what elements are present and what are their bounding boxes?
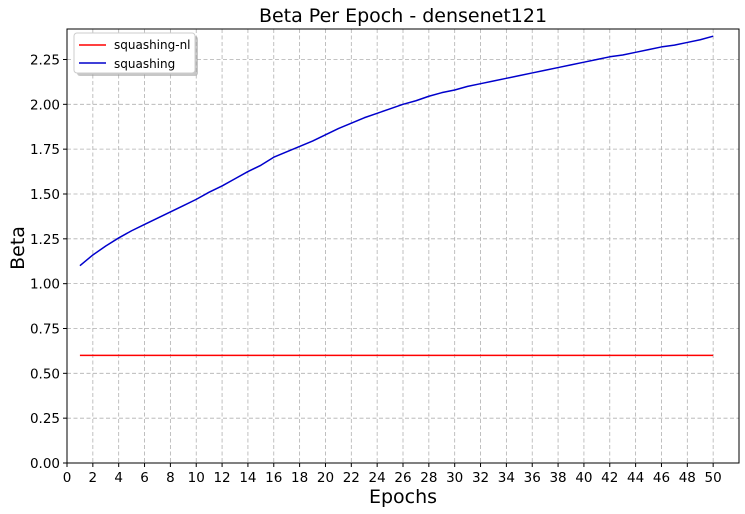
x-tick-label: 26 <box>394 470 411 486</box>
x-tick-label: 12 <box>213 470 230 486</box>
x-tick-label: 36 <box>524 470 541 486</box>
y-axis-ticks: 0.00 0.25 0.50 0.75 1.00 1.25 1.50 1.75 2.00 2.25 <box>30 52 67 472</box>
x-tick-label: 40 <box>575 470 592 486</box>
x-tick-label: 50 <box>705 470 722 486</box>
grid <box>66 29 739 464</box>
x-tick-label: 16 <box>265 470 282 486</box>
x-tick-label: 14 <box>239 470 256 486</box>
y-tick-label: 1.75 <box>30 142 60 158</box>
x-tick-label: 10 <box>188 470 205 486</box>
x-tick-label: 38 <box>549 470 566 486</box>
x-tick-label: 18 <box>291 470 308 486</box>
x-tick-label: 32 <box>472 470 489 486</box>
legend-label-squashing-nl: squashing-nl <box>114 38 191 52</box>
x-tick-label: 42 <box>601 470 618 486</box>
x-tick-label: 6 <box>140 470 149 486</box>
x-tick-label: 46 <box>653 470 670 486</box>
x-tick-label: 20 <box>317 470 334 486</box>
x-tick-label: 30 <box>446 470 463 486</box>
x-tick-label: 22 <box>343 470 360 486</box>
x-tick-label: 34 <box>498 470 515 486</box>
y-tick-label: 1.50 <box>30 187 60 203</box>
chart-title: Beta Per Epoch - densenet121 <box>259 5 547 27</box>
x-tick-label: 0 <box>63 470 72 486</box>
legend-label-squashing: squashing <box>114 57 175 71</box>
x-tick-label: 24 <box>369 470 386 486</box>
y-tick-label: 2.25 <box>30 52 60 68</box>
x-tick-label: 2 <box>89 470 98 486</box>
series-line-squashing <box>79 35 714 267</box>
x-tick-label: 4 <box>114 470 123 486</box>
y-axis-label: Beta <box>7 226 29 270</box>
x-tick-label: 48 <box>679 470 696 486</box>
y-tick-label: 1.00 <box>30 277 60 293</box>
y-tick-label: 0.75 <box>30 321 60 337</box>
y-tick-label: 0.00 <box>30 456 60 472</box>
x-tick-label: 8 <box>166 470 175 486</box>
x-tick-label: 44 <box>627 470 644 486</box>
x-axis-ticks: 0 2 4 6 8 10 12 14 16 18 20 22 24 26 28 30 32 34 36 38 40 42 4… <box>63 463 722 486</box>
y-tick-label: 1.25 <box>30 232 60 248</box>
y-tick-label: 0.50 <box>30 366 60 382</box>
y-tick-label: 0.25 <box>30 411 60 427</box>
legend: squashing-nl squashing <box>73 32 198 76</box>
x-axis-label: Epochs <box>369 486 437 508</box>
series-lines <box>79 35 714 357</box>
y-tick-label: 2.00 <box>30 97 60 113</box>
x-tick-label: 28 <box>420 470 437 486</box>
